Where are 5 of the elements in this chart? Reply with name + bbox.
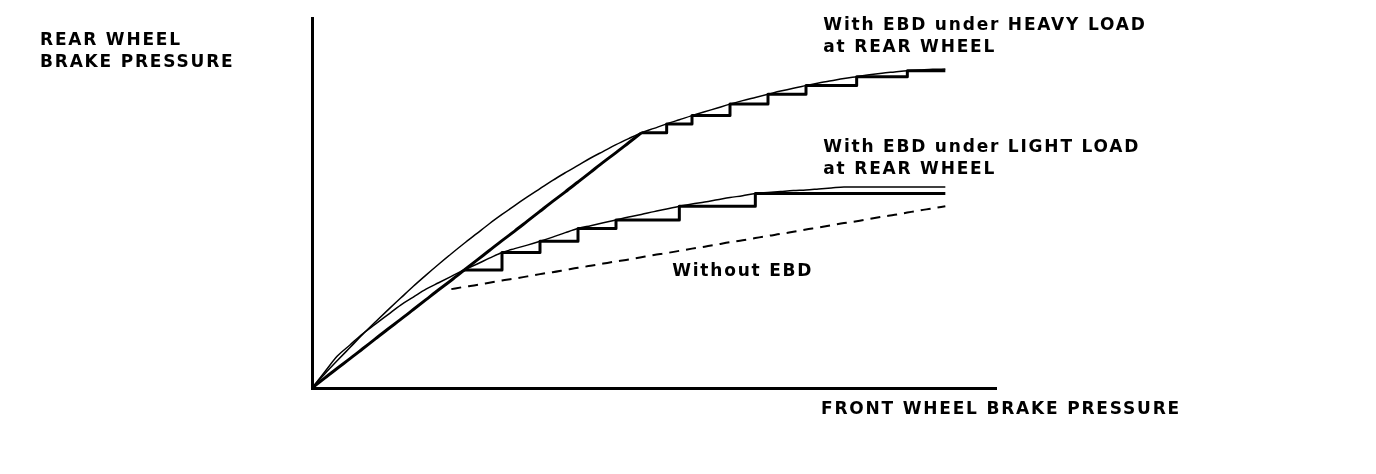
series-label: With EBD under HEAVY LOAD at REAR WHEEL	[823, 12, 1148, 57]
x-axis-title: FRONT WHEEL BRAKE PRESSURE	[821, 397, 1181, 419]
series-label: With EBD under LIGHT LOAD at REAR WHEEL	[823, 135, 1142, 180]
series-label: Without EBD	[672, 259, 814, 282]
y-axis-title: REAR WHEEL BRAKE PRESSURE	[40, 28, 236, 72]
